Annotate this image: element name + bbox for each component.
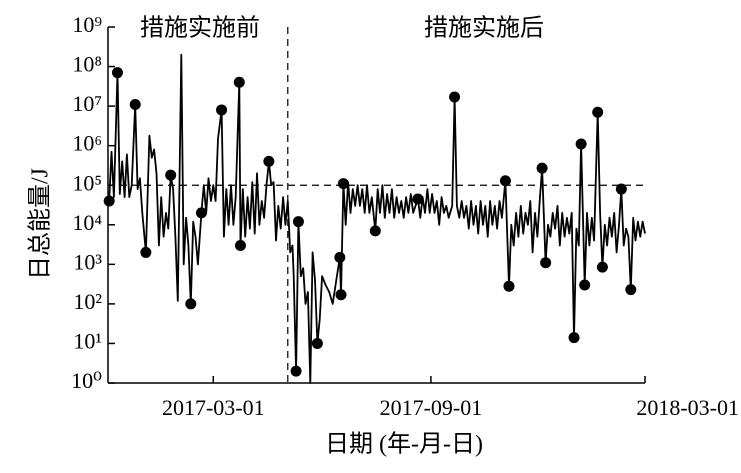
x-tick-label: 2017-03-01 (162, 395, 265, 420)
marker (290, 365, 302, 377)
marker (263, 155, 275, 167)
y-tick-label: 10⁰ (71, 368, 102, 393)
marker (195, 207, 207, 219)
marker (568, 332, 580, 344)
marker (503, 280, 515, 292)
marker (103, 195, 115, 207)
y-tick-label: 10² (73, 289, 102, 314)
marker (499, 175, 511, 187)
marker (369, 225, 381, 237)
y-axis-label: 日总能量/J (27, 168, 54, 280)
y-tick-label: 10³ (73, 249, 102, 274)
marker (337, 178, 349, 190)
y-tick-label: 10⁷ (72, 91, 102, 116)
marker (165, 169, 177, 181)
marker (449, 91, 461, 103)
y-tick-label: 10⁸ (72, 52, 102, 77)
marker (311, 337, 323, 349)
marker (185, 298, 197, 310)
marker (412, 193, 424, 205)
marker (540, 257, 552, 269)
marker (334, 251, 346, 263)
marker (615, 183, 627, 195)
marker (592, 106, 604, 118)
y-tick-label: 10⁴ (72, 210, 102, 235)
y-tick-label: 10¹ (73, 328, 102, 353)
y-tick-label: 10⁵ (72, 170, 102, 195)
x-axis-label: 日期 (年-月-日) (325, 431, 483, 458)
y-tick-label: 10⁹ (72, 12, 102, 37)
marker (292, 216, 304, 228)
x-tick-label: 2018-03-01 (636, 395, 739, 420)
marker (233, 76, 245, 88)
marker (335, 289, 347, 301)
data-line (108, 53, 646, 384)
marker (625, 284, 637, 296)
marker (575, 138, 587, 150)
marker (111, 67, 123, 79)
annotation: 措施实施前 (140, 15, 260, 42)
marker (579, 279, 591, 291)
marker (216, 104, 228, 116)
marker (596, 261, 608, 273)
marker (140, 246, 152, 258)
annotation: 措施实施后 (424, 15, 544, 42)
marker (234, 239, 246, 251)
x-tick-label: 2017-09-01 (380, 395, 483, 420)
y-tick-label: 10⁶ (72, 131, 102, 156)
marker (536, 162, 548, 174)
marker (129, 98, 141, 110)
